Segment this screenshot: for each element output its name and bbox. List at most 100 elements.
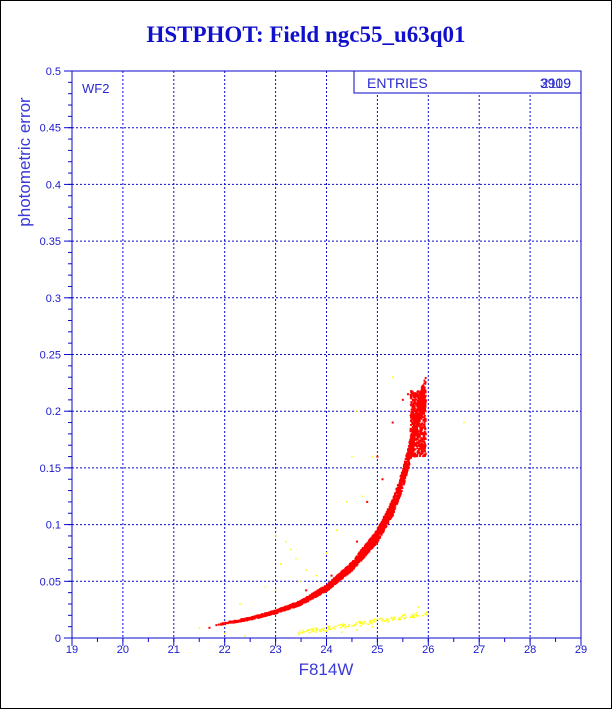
data-point	[361, 554, 364, 557]
data-point	[387, 519, 390, 522]
data-point	[424, 377, 427, 380]
data-point	[409, 446, 412, 449]
data-point	[282, 609, 285, 612]
data-point	[392, 496, 395, 499]
data-point	[365, 551, 368, 554]
data-point	[309, 598, 312, 601]
data-point	[381, 522, 384, 525]
data-point	[418, 399, 421, 402]
chart-title: HSTPHOT: Field ngc55_u63q01	[146, 22, 466, 47]
data-point	[369, 538, 372, 541]
data-point	[324, 586, 327, 589]
data-point	[353, 624, 356, 626]
data-point	[349, 562, 352, 565]
data-point	[267, 612, 270, 615]
data-point	[344, 574, 347, 577]
data-point	[410, 439, 413, 442]
data-point	[400, 476, 403, 479]
data-point	[410, 390, 413, 393]
data-point	[409, 456, 412, 459]
data-point	[371, 543, 374, 546]
data-point	[399, 618, 401, 621]
data-point	[220, 623, 223, 626]
data-point	[411, 390, 414, 393]
data-point	[364, 551, 367, 554]
data-point	[328, 625, 331, 627]
data-point	[412, 395, 415, 398]
data-point	[405, 457, 408, 460]
data-point	[334, 580, 337, 583]
data-point	[424, 402, 427, 405]
data-point	[311, 597, 314, 600]
data-point	[392, 501, 395, 504]
data-point	[404, 616, 407, 619]
data-point	[395, 500, 398, 503]
data-point	[376, 538, 379, 541]
data-point	[381, 478, 384, 481]
data-point	[416, 445, 419, 448]
data-point	[421, 447, 424, 450]
data-point	[240, 618, 243, 621]
data-point	[416, 611, 418, 614]
data-point	[312, 627, 314, 630]
data-point	[285, 605, 288, 608]
data-point	[378, 618, 381, 620]
data-point	[417, 397, 420, 400]
data-point	[391, 511, 394, 514]
data-point	[404, 467, 407, 470]
data-point	[424, 394, 427, 397]
data-point	[415, 398, 418, 401]
data-point	[367, 623, 369, 626]
data-point	[423, 419, 426, 422]
data-point	[358, 558, 361, 561]
data-point	[424, 438, 427, 441]
data-point	[421, 391, 424, 394]
data-point	[225, 621, 228, 624]
data-point	[416, 401, 419, 404]
data-point	[305, 598, 308, 601]
data-point	[315, 628, 318, 630]
data-point	[398, 486, 401, 489]
data-point	[422, 418, 425, 421]
data-point	[380, 529, 383, 532]
data-point	[420, 423, 423, 426]
data-point	[359, 620, 362, 623]
data-point	[410, 447, 413, 450]
data-point	[390, 515, 393, 518]
data-point	[413, 421, 416, 424]
data-point	[416, 416, 419, 419]
data-point	[420, 402, 423, 405]
data-point	[414, 429, 417, 432]
data-point	[400, 483, 403, 486]
data-point	[418, 430, 421, 433]
data-point	[368, 543, 371, 546]
data-point	[325, 586, 328, 589]
data-point	[355, 622, 357, 624]
data-point	[383, 518, 386, 521]
data-point	[376, 532, 379, 535]
data-point	[314, 631, 317, 634]
data-point	[322, 588, 325, 591]
data-point	[442, 467, 445, 469]
data-point	[233, 619, 236, 622]
data-point	[314, 596, 317, 599]
data-point	[306, 629, 309, 632]
data-point	[321, 628, 323, 630]
data-point	[328, 627, 330, 629]
data-point	[396, 491, 399, 494]
data-point	[314, 590, 317, 593]
data-point	[409, 447, 412, 450]
data-point	[325, 630, 328, 632]
data-point	[398, 617, 400, 619]
data-point	[255, 614, 258, 617]
data-point	[407, 456, 410, 459]
data-point	[300, 601, 303, 604]
data-point	[423, 446, 426, 449]
stats-entries-label: ENTRIES	[367, 75, 428, 91]
data-point	[373, 533, 376, 536]
data-point	[328, 628, 330, 631]
data-point	[251, 618, 254, 621]
data-point	[239, 620, 242, 623]
data-point	[284, 605, 287, 608]
data-point	[342, 569, 345, 572]
